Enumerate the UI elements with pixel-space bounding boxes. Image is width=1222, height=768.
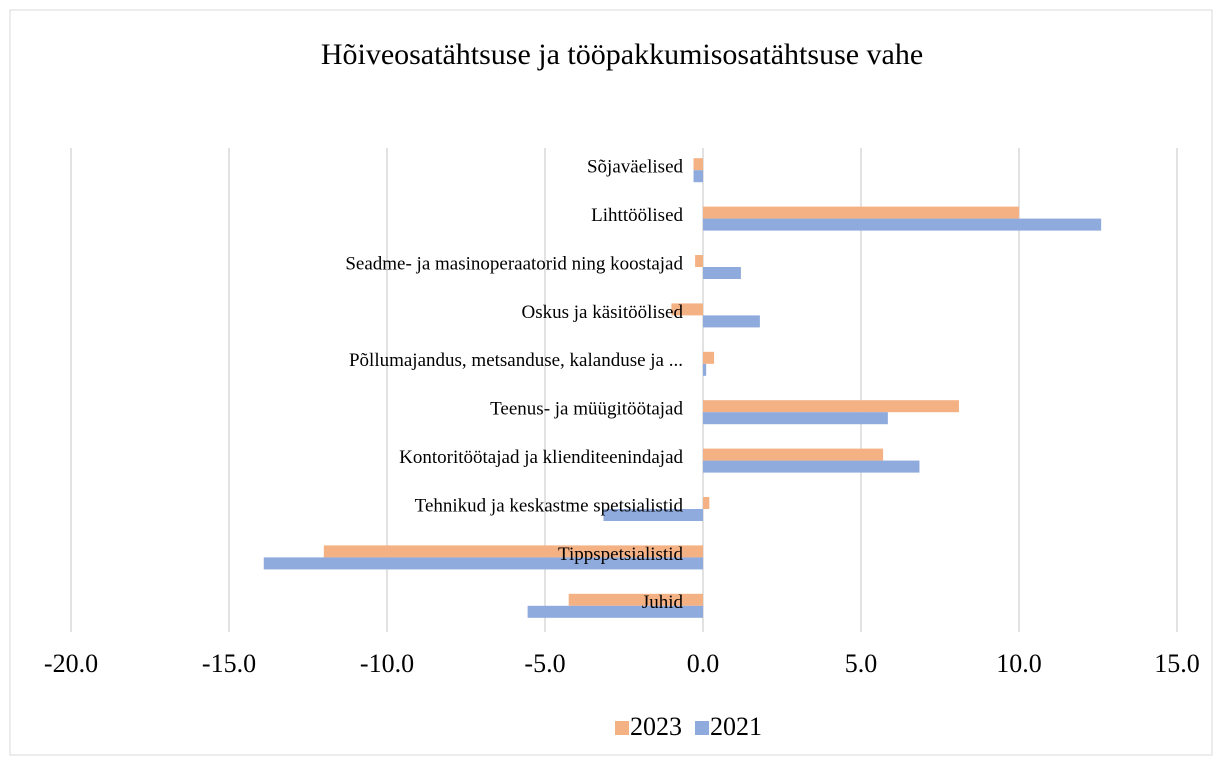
category-label: Kontoritöötajad ja klienditeenindajad	[399, 447, 683, 468]
bar	[703, 400, 959, 413]
bar	[323, 545, 703, 558]
bar	[703, 363, 707, 376]
category-label: Juhid	[642, 592, 684, 613]
bar	[703, 315, 760, 328]
x-tick-label: 10.0	[996, 649, 1042, 678]
legend-swatch	[615, 721, 629, 735]
bar	[263, 557, 703, 570]
category-label: Tippspetsialistid	[558, 544, 683, 565]
bar	[527, 605, 703, 618]
x-tick-label: -10.0	[360, 649, 414, 678]
bar	[703, 412, 888, 425]
bar	[703, 218, 1102, 231]
bar	[603, 509, 703, 521]
x-tick-label: 15.0	[1154, 649, 1200, 678]
bar	[703, 497, 710, 509]
bar	[695, 255, 703, 267]
bar	[693, 170, 703, 183]
category-label: Põllumajandus, metsanduse, kalanduse ja …	[349, 350, 683, 371]
category-label: Oskus ja käsitöölised	[522, 302, 684, 323]
bar	[703, 460, 920, 473]
bar	[703, 267, 741, 279]
x-tick-label: 5.0	[845, 649, 878, 678]
legend-label: 2023	[630, 712, 682, 741]
category-label: Tehnikud ja keskastme spetsialistid	[415, 495, 684, 516]
legend-swatch	[695, 721, 709, 735]
bar	[693, 158, 703, 171]
bar	[703, 351, 715, 364]
bar	[568, 593, 703, 606]
x-tick-label: 0.0	[687, 649, 720, 678]
x-tick-label: -15.0	[202, 649, 256, 678]
chart-frame	[9, 9, 1213, 756]
x-tick-label: -5.0	[524, 649, 565, 678]
category-label: Sõjaväelised	[587, 157, 684, 178]
category-label: Seadme- ja masinoperaatorid ning koostaj…	[345, 253, 683, 274]
category-label: Teenus- ja müügitöötajad	[490, 399, 683, 420]
chart-title: Hõiveosatähtsuse ja tööpakkumisosatähtsu…	[321, 38, 923, 71]
bar	[703, 448, 884, 461]
legend-label: 2021	[710, 712, 762, 741]
bar	[703, 206, 1019, 219]
x-tick-label: -20.0	[44, 649, 98, 678]
bar	[671, 303, 703, 316]
category-label: Lihttöölised	[591, 205, 683, 226]
